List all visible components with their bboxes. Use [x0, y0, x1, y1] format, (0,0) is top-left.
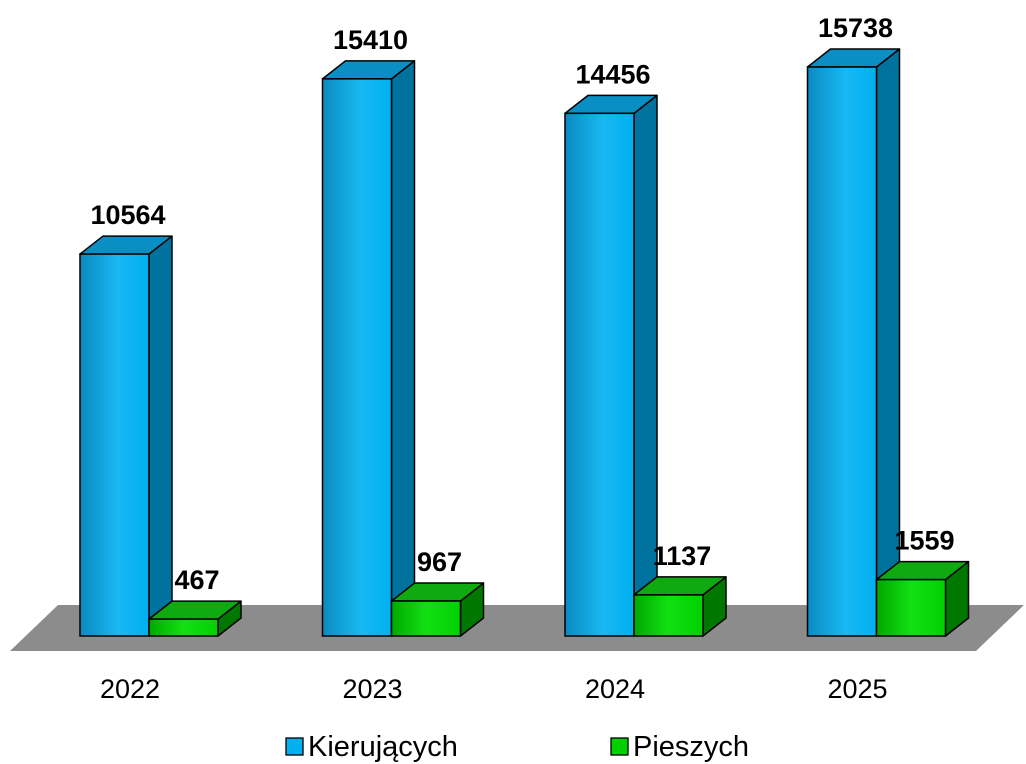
bar-front	[875, 578, 947, 637]
bar-kierujacych-2023	[321, 60, 416, 637]
data-labels: 10564 467 15410 967 14456 1137 15738 1559	[90, 13, 954, 595]
legend-label: Kierujących	[308, 731, 458, 763]
legend: Kierujących Pieszych	[285, 731, 749, 763]
data-label-pieszych-2025: 1559	[894, 526, 954, 556]
bar-front	[148, 618, 219, 637]
bar-pieszych-2023	[390, 582, 485, 637]
bars-layer	[79, 48, 970, 637]
legend-swatch	[610, 737, 629, 756]
data-label-kierujacych-2025: 15738	[818, 13, 893, 43]
bar-pieszych-2022	[148, 600, 242, 637]
data-label-kierujacych-2023: 15410	[333, 25, 408, 55]
legend-label: Pieszych	[633, 731, 749, 763]
data-label-kierujacych-2022: 10564	[90, 200, 165, 230]
legend-swatch	[285, 737, 304, 756]
data-label-pieszych-2024: 1137	[653, 541, 712, 571]
bar-kierujacych-2022	[79, 235, 173, 637]
bar-front	[321, 78, 393, 637]
bar-front	[390, 600, 462, 637]
chart-floor	[10, 605, 1024, 651]
bar-kierujacych-2025	[806, 48, 901, 637]
x-tick-label-2022: 2022	[100, 674, 160, 704]
bar-front	[633, 594, 704, 637]
bar-side	[390, 60, 416, 637]
data-label-pieszych-2023: 967	[417, 547, 462, 577]
data-label-kierujacych-2024: 14456	[575, 59, 650, 89]
bar-front	[564, 112, 635, 637]
data-label-pieszych-2022: 467	[174, 565, 219, 595]
bar-pieszych-2025	[875, 560, 970, 637]
x-tick-label-2025: 2025	[827, 674, 887, 704]
x-tick-label-2023: 2023	[342, 674, 402, 704]
x-tick-label-2024: 2024	[585, 674, 645, 704]
bar-front	[806, 66, 878, 637]
legend-item-pieszych: Pieszych	[610, 731, 749, 763]
x-axis-ticks: 2022 2023 2024 2025	[100, 674, 888, 704]
legend-item-kierujacych: Kierujących	[285, 731, 458, 763]
bar-pieszych-2024	[633, 576, 727, 637]
bar-side	[148, 235, 173, 637]
bar-front	[79, 253, 150, 637]
bar-kierujacych-2024	[564, 94, 658, 637]
